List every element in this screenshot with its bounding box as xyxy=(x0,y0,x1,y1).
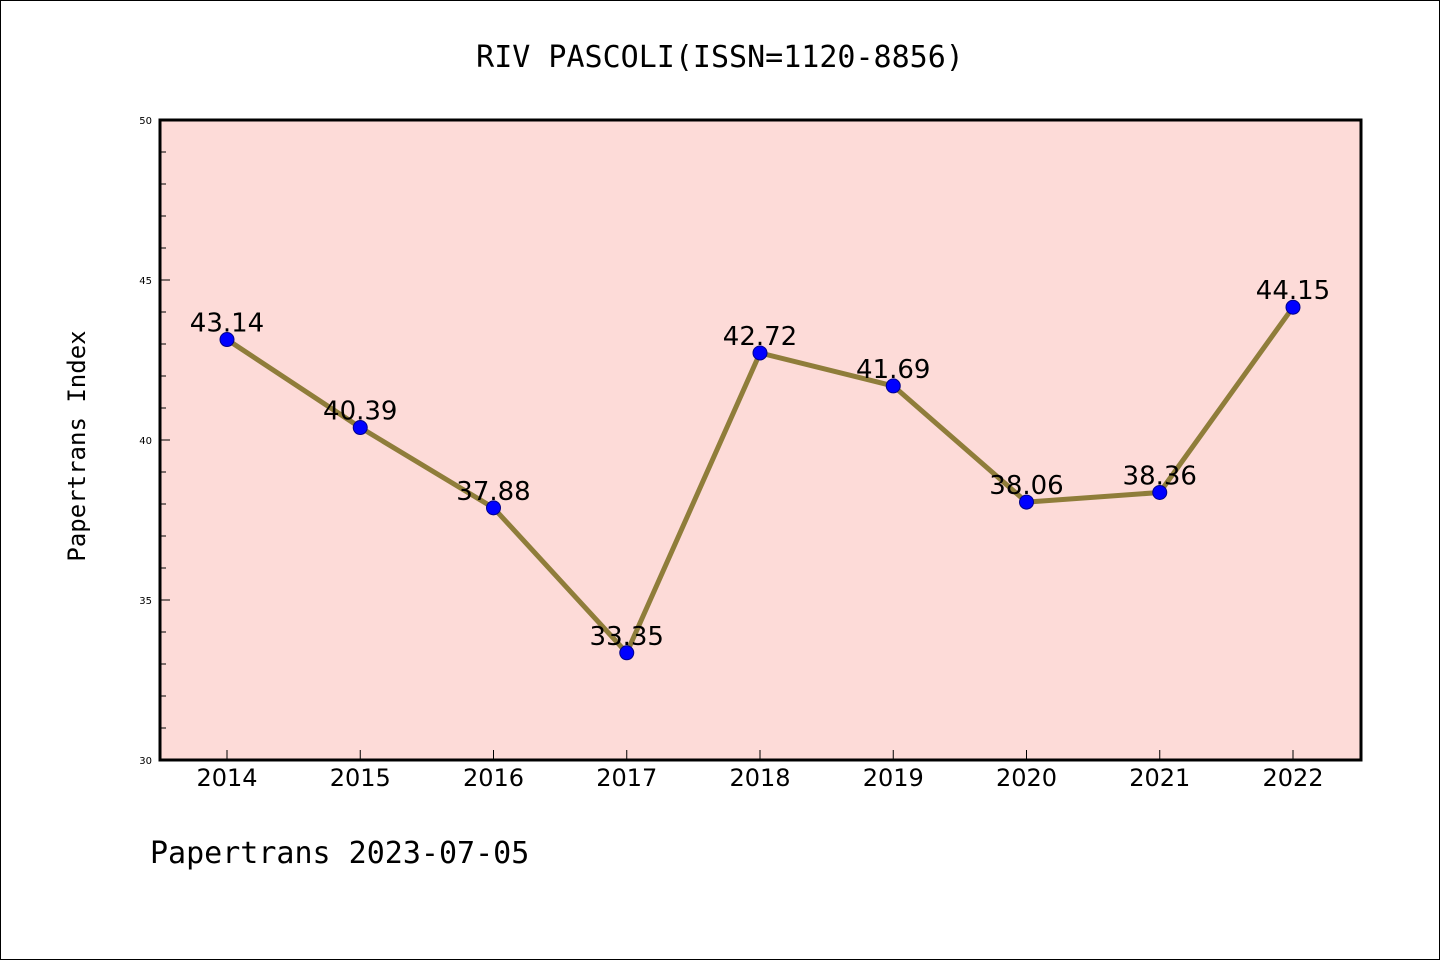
data-point xyxy=(1019,494,1034,510)
data-label: 43.14 xyxy=(190,309,264,339)
x-tick-label: 2015 xyxy=(330,764,391,792)
x-tick-label: 2018 xyxy=(729,764,790,792)
data-point xyxy=(619,645,635,661)
x-tick-label: 2014 xyxy=(196,764,257,792)
data-label: 38.06 xyxy=(989,471,1063,501)
data-point xyxy=(219,332,235,348)
data-label: 33.35 xyxy=(590,622,664,652)
chart-title: RIV PASCOLI(ISSN=1120-8856) xyxy=(476,40,964,75)
data-points xyxy=(219,299,1301,661)
x-axis: 2014 2015 2016 2017 2018 2019 2020 2021 2022 xyxy=(196,750,1324,792)
y-axis: 30 35 40 45 50 xyxy=(139,116,170,767)
x-tick-label: 2020 xyxy=(996,764,1057,792)
data-point xyxy=(885,378,901,394)
data-label: 38.36 xyxy=(1123,461,1197,491)
y-tick-label: 40 xyxy=(139,436,152,447)
y-tick-label: 35 xyxy=(139,596,152,607)
x-tick-label: 2016 xyxy=(463,764,524,792)
y-tick-label: 50 xyxy=(139,116,152,127)
data-label: 40.39 xyxy=(323,397,397,427)
data-label: 41.69 xyxy=(856,355,930,385)
data-point xyxy=(486,500,501,516)
x-tick-label: 2022 xyxy=(1262,764,1323,792)
data-point xyxy=(352,420,368,436)
data-label: 37.88 xyxy=(456,477,530,507)
data-point xyxy=(1285,299,1301,315)
x-tick-label: 2017 xyxy=(596,764,657,792)
y-tick-label: 45 xyxy=(139,276,152,287)
data-label: 42.72 xyxy=(723,322,797,352)
footer-text: Papertrans 2023-07-05 xyxy=(150,836,529,871)
x-tick-label: 2021 xyxy=(1129,764,1190,792)
data-label: 44.15 xyxy=(1256,276,1330,306)
plot-area xyxy=(158,118,1363,762)
data-point xyxy=(1152,484,1168,500)
y-axis-label: Papertrans Index xyxy=(63,330,91,561)
data-point xyxy=(752,345,768,361)
data-labels: 43.14 40.39 37.88 33.35 42.72 41.69 38.06 38.36… xyxy=(190,276,1330,652)
y-tick-label: 30 xyxy=(139,756,152,767)
x-tick-label: 2019 xyxy=(863,764,924,792)
